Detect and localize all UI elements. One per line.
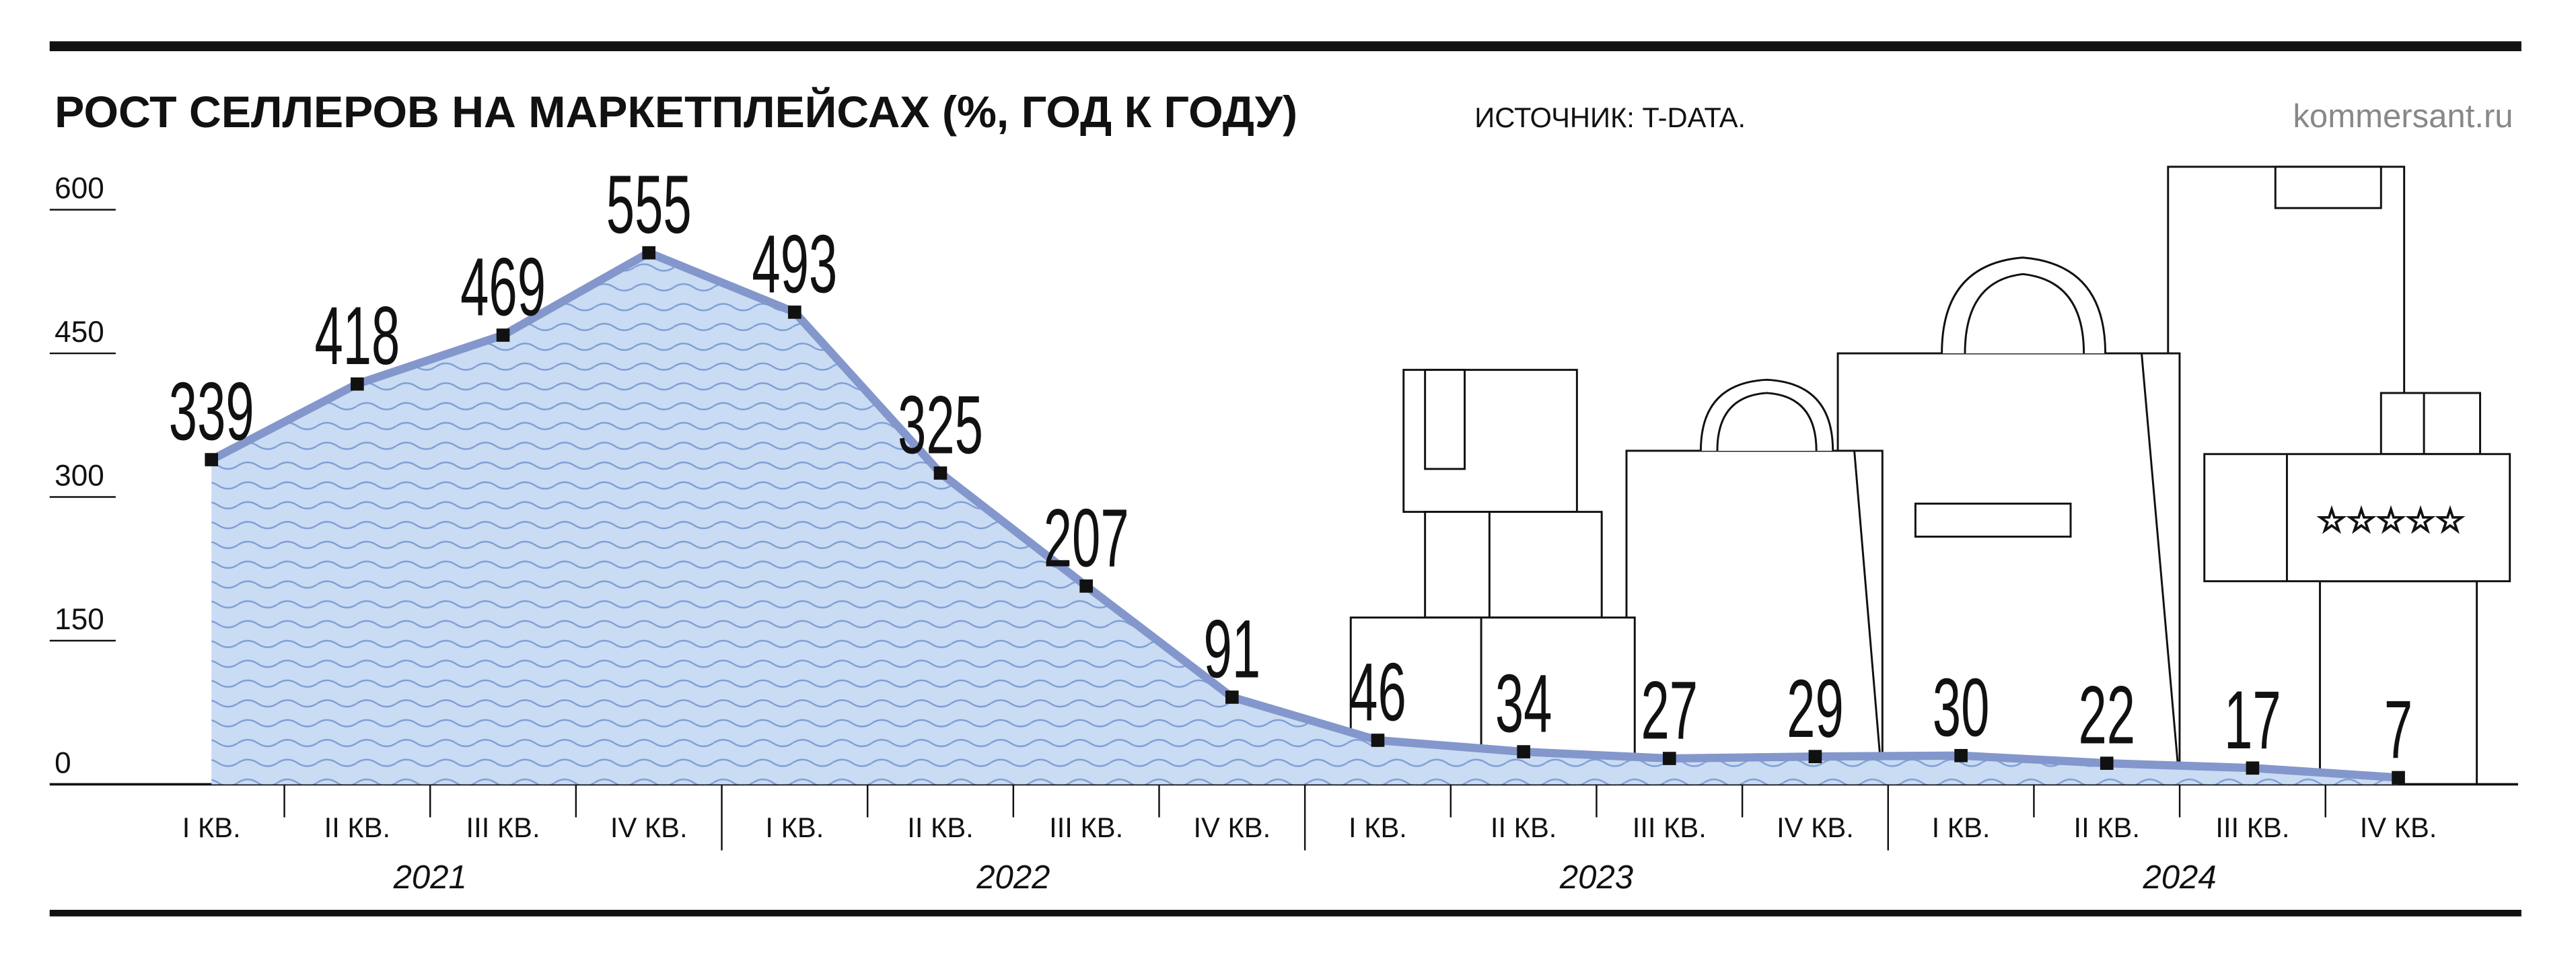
value-label: 46 (1349, 646, 1406, 738)
value-label: 207 (1044, 492, 1129, 584)
value-label: 493 (752, 218, 837, 310)
point (496, 328, 510, 342)
value-label-group: 29 (1787, 662, 1844, 754)
line (209, 248, 2399, 782)
year-label: 2021 (393, 859, 467, 896)
x-tick-label: I КВ. (1349, 812, 1407, 843)
year-label: 2023 (1559, 859, 1633, 896)
y-tick-label: 600 (55, 172, 104, 205)
point (1517, 745, 1530, 758)
value-label: 17 (2224, 674, 2281, 766)
point (2392, 771, 2405, 785)
year-label: 2022 (976, 859, 1050, 896)
value-label-group: 91 (1204, 603, 1261, 695)
top-rule (49, 41, 2521, 52)
area (211, 252, 2399, 785)
x-tick-label: II КВ. (324, 812, 390, 843)
x-tick-label: III КВ. (1049, 812, 1123, 843)
x-tick-label: II КВ. (1491, 812, 1557, 843)
point (1662, 752, 1676, 765)
point (1079, 579, 1093, 593)
y-tick-label: 150 (55, 603, 104, 636)
value-label: 27 (1641, 664, 1698, 756)
x-tick-label: I КВ. (1932, 812, 1991, 843)
value-label: 34 (1495, 657, 1552, 750)
x-tick-label: III КВ. (1633, 812, 1707, 843)
point (2100, 756, 2114, 770)
decoration: ☆☆☆☆☆ (1349, 166, 2511, 785)
value-label: 22 (2078, 669, 2135, 761)
value-label: 418 (314, 290, 400, 382)
year-label: 2024 (2142, 859, 2216, 896)
value-label-group: 418 (314, 290, 400, 382)
point (205, 453, 219, 466)
x-tick-label: IV КВ. (1777, 812, 1854, 843)
point (642, 246, 656, 260)
x-tick-label: I КВ. (182, 812, 241, 843)
value-label-group: 7 (2384, 683, 2412, 775)
value-label: 339 (169, 365, 254, 458)
value-label-group: 325 (898, 379, 983, 471)
value-label-group: 555 (606, 159, 692, 251)
chart-title: РОСТ СЕЛЛЕРОВ НА МАРКЕТПЛЕЙСАХ (%, ГОД К… (55, 86, 1297, 137)
source: ИСТОЧНИК: T-DATA. (1474, 102, 1746, 133)
x-tick-label: III КВ. (2215, 812, 2289, 843)
value-label-group: 17 (2224, 674, 2281, 766)
value-label-group: 339 (169, 365, 254, 458)
value-label: 91 (1204, 603, 1261, 695)
svg-text:☆☆☆☆☆: ☆☆☆☆☆ (2317, 503, 2465, 539)
x-tick-label: IV КВ. (610, 812, 688, 843)
value-label: 29 (1787, 662, 1844, 754)
y-tick-label: 450 (55, 316, 104, 349)
point (933, 466, 947, 480)
point (1954, 748, 1968, 762)
value-label-group: 27 (1641, 664, 1698, 756)
value-label: 30 (1933, 662, 1990, 754)
x-tick-label: II КВ. (2074, 812, 2140, 843)
x-tick-label: I КВ. (765, 812, 824, 843)
y-tick-label: 0 (55, 746, 71, 779)
value-label-group: 493 (752, 218, 837, 310)
value-label: 469 (460, 241, 546, 333)
x-tick-label: II КВ. (907, 812, 973, 843)
brand: kommersant.ru (2293, 98, 2513, 135)
point (788, 306, 801, 319)
value-label: 325 (898, 379, 983, 471)
value-label-group: 22 (2078, 669, 2135, 761)
value-label-group: 207 (1044, 492, 1129, 584)
value-label-group: 46 (1349, 646, 1406, 738)
value-label-group: 469 (460, 241, 546, 333)
y-tick-label: 300 (55, 459, 104, 492)
point (351, 377, 364, 391)
point (1371, 734, 1385, 747)
value-label: 555 (606, 159, 692, 251)
x-tick-label: IV КВ. (2360, 812, 2437, 843)
point (1225, 690, 1239, 704)
value-label-group: 34 (1495, 657, 1552, 750)
bottom-rule (49, 909, 2521, 917)
x-tick-label: IV КВ. (1193, 812, 1271, 843)
value-label-group: 30 (1933, 662, 1990, 754)
value-label: 7 (2384, 683, 2412, 775)
point (2246, 761, 2260, 775)
point (1808, 750, 1822, 764)
x-tick-label: III КВ. (466, 812, 540, 843)
